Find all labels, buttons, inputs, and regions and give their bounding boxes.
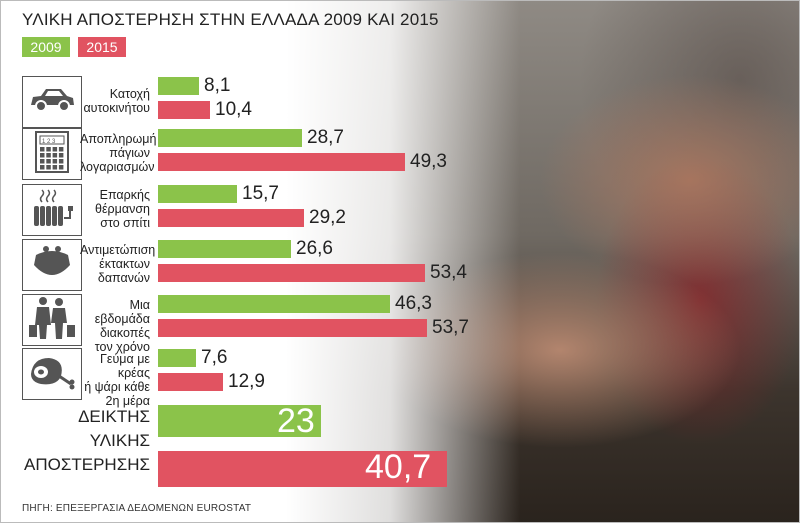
category-label: Επαρκής θέρμανση στο σπίτι	[80, 188, 150, 230]
category-label-line: Μια εβδομάδα	[94, 298, 150, 326]
category-label-line: Επαρκής	[99, 188, 150, 202]
index-value-2015: 40,7	[365, 448, 432, 486]
category-label-line: τον χρόνο	[94, 340, 150, 354]
legend: 2009 2015	[22, 37, 126, 57]
value-label-2009: 15,7	[242, 183, 279, 204]
value-label-2015: 49,3	[410, 151, 447, 172]
category-label-line: δαπανών	[97, 271, 150, 285]
value-label-2009: 28,7	[307, 127, 344, 148]
value-label-2015: 10,4	[215, 99, 252, 120]
car-icon-box	[22, 76, 82, 128]
value-label-2009: 7,6	[201, 347, 228, 368]
bar-2009	[158, 185, 237, 203]
category-label-line: Κατοχή	[109, 87, 150, 101]
bar-2009	[158, 240, 291, 258]
bar-2015	[158, 209, 304, 227]
value-label-2015: 53,7	[432, 317, 469, 338]
category-label: Αντιμετώπιση έκτακτων δαπανών	[80, 243, 156, 285]
bar-2015	[158, 264, 425, 282]
car-icon	[27, 85, 77, 120]
chart-title: ΥΛΙΚΗ ΑΠΟΣΤΕΡΗΣΗ ΣΤΗΝ ΕΛΛΑΔΑ 2009 ΚΑΙ 20…	[22, 10, 439, 29]
bar-2009	[158, 129, 302, 147]
index-bar-2015	[158, 451, 447, 487]
category-label: Αποπληρωμή πάγιων λογαριασμών	[80, 132, 157, 174]
purse-icon	[30, 243, 74, 288]
category-label-line: αυτοκινήτου	[83, 101, 150, 115]
value-label-2009: 26,6	[296, 238, 333, 259]
index-value-2009: 23	[277, 402, 315, 440]
bar-2009	[158, 77, 199, 95]
value-label-2009: 8,1	[204, 75, 231, 96]
category-label-line: λογαριασμών	[80, 160, 155, 174]
value-label-2009: 46,3	[395, 293, 432, 314]
category-label-line: στο σπίτι	[100, 216, 150, 230]
value-label-2015: 29,2	[309, 207, 346, 228]
category-label-line: έκτακτων	[99, 257, 150, 271]
category-label-line: Αντιμετώπιση	[80, 243, 156, 257]
value-label-2015: 53,4	[430, 262, 467, 283]
calculator-icon-box: 1 2 3	[22, 128, 82, 180]
category-label-line: διακοπές	[99, 326, 150, 340]
bar-2015	[158, 153, 405, 171]
value-label-2015: 12,9	[228, 371, 265, 392]
category-label: Γεύμα με κρέας ή ψάρι κάθε 2η μέρα	[80, 352, 150, 408]
category-label-line: ή ψάρι κάθε	[84, 380, 150, 394]
travelers-icon-box	[22, 294, 82, 346]
index-label-line: ΑΠΟΣΤΕΡΗΣΗΣ	[24, 455, 150, 474]
radiator-icon-box	[22, 184, 82, 236]
index-label-line: ΔΕΙΚΤΗΣ	[78, 407, 150, 426]
legend-2009: 2009	[22, 37, 70, 57]
category-label-line: πάγιων	[109, 146, 150, 160]
category-label-line: θέρμανση	[95, 202, 150, 216]
legend-2015: 2015	[78, 37, 126, 57]
index-bar-2009	[158, 405, 321, 437]
source-note: ΠΗΓΗ: ΕΠΕΞΕΡΓΑΣΙΑ ΔΕΔΟΜΕΝΩΝ EUROSTAT	[22, 503, 252, 514]
category-label-line: 2η μέρα	[105, 394, 151, 408]
calculator-icon: 1 2 3	[32, 130, 72, 179]
bar-2015	[158, 319, 427, 337]
index-label: ΔΕΙΚΤΗΣ ΥΛΙΚΗΣ ΑΠΟΣΤΕΡΗΣΗΣ	[0, 407, 150, 475]
travelers-icon	[27, 295, 77, 346]
bar-2015	[158, 101, 210, 119]
category-label-line: Γεύμα με κρέας	[100, 352, 150, 380]
purse-icon-box	[22, 239, 82, 291]
bar-2009	[158, 349, 196, 367]
category-label: Μια εβδομάδα διακοπές τον χρόνο	[80, 298, 150, 354]
radiator-icon	[28, 186, 76, 235]
ham-icon-box	[22, 348, 82, 400]
bar-2009	[158, 295, 390, 313]
bar-2015	[158, 373, 223, 391]
svg-text:1 2 3: 1 2 3	[42, 139, 56, 145]
index-label-line: ΥΛΙΚΗΣ	[89, 431, 150, 450]
category-label: Κατοχή αυτοκινήτου	[80, 87, 150, 115]
category-label-line: Αποπληρωμή	[80, 132, 157, 146]
ham-icon	[27, 352, 77, 397]
